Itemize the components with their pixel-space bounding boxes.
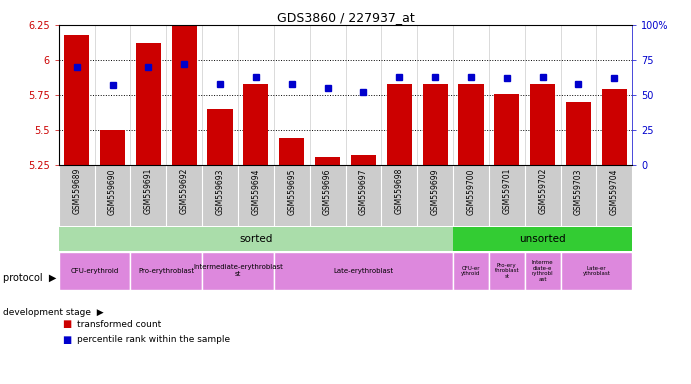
Bar — [566, 102, 591, 165]
Text: transformed count: transformed count — [77, 320, 162, 329]
Text: Late-erythroblast: Late-erythroblast — [333, 268, 393, 274]
Bar — [100, 130, 125, 165]
Bar — [453, 252, 489, 290]
Text: Interme
diate-e
rythrobl
ast: Interme diate-e rythrobl ast — [532, 260, 553, 282]
Bar — [530, 84, 555, 165]
Text: GSM559689: GSM559689 — [72, 168, 81, 214]
Bar — [524, 252, 560, 290]
Text: GSM559704: GSM559704 — [610, 168, 619, 215]
Text: GSM559702: GSM559702 — [538, 168, 547, 214]
Text: ■: ■ — [62, 335, 71, 345]
Text: Intermediate-erythroblast
st: Intermediate-erythroblast st — [193, 265, 283, 278]
Bar — [64, 35, 89, 165]
Text: GSM559694: GSM559694 — [252, 168, 261, 215]
Bar — [136, 43, 161, 165]
Bar — [59, 252, 131, 290]
Text: GSM559699: GSM559699 — [430, 168, 439, 215]
Bar — [351, 155, 376, 165]
Bar — [489, 252, 524, 290]
Bar — [315, 157, 340, 165]
Text: GSM559703: GSM559703 — [574, 168, 583, 215]
Text: ■: ■ — [62, 319, 71, 329]
Text: Pro-erythroblast: Pro-erythroblast — [138, 268, 194, 274]
Text: GSM559695: GSM559695 — [287, 168, 296, 215]
Text: GSM559701: GSM559701 — [502, 168, 511, 214]
Bar — [423, 84, 448, 165]
Bar — [202, 252, 274, 290]
Text: CFU-er
ythroid: CFU-er ythroid — [462, 266, 481, 276]
Text: CFU-erythroid: CFU-erythroid — [70, 268, 119, 274]
Bar — [602, 89, 627, 165]
Bar — [207, 109, 233, 165]
Text: GSM559693: GSM559693 — [216, 168, 225, 215]
Bar — [274, 252, 453, 290]
Text: percentile rank within the sample: percentile rank within the sample — [77, 335, 231, 344]
Text: GSM559697: GSM559697 — [359, 168, 368, 215]
Text: GSM559692: GSM559692 — [180, 168, 189, 214]
Text: Late-er
ythroblast: Late-er ythroblast — [583, 266, 610, 276]
Bar — [560, 252, 632, 290]
Bar — [171, 22, 197, 165]
Text: GSM559698: GSM559698 — [395, 168, 404, 214]
Text: GSM559690: GSM559690 — [108, 168, 117, 215]
Bar — [387, 84, 412, 165]
Text: protocol  ▶: protocol ▶ — [3, 273, 57, 283]
Text: development stage  ▶: development stage ▶ — [3, 308, 104, 318]
Bar — [458, 84, 484, 165]
Bar — [453, 227, 632, 251]
Text: unsorted: unsorted — [520, 234, 566, 244]
Text: sorted: sorted — [239, 234, 272, 244]
Bar — [243, 84, 268, 165]
Bar — [279, 138, 304, 165]
Text: GSM559700: GSM559700 — [466, 168, 475, 215]
Bar — [131, 252, 202, 290]
Title: GDS3860 / 227937_at: GDS3860 / 227937_at — [276, 11, 415, 24]
Bar — [59, 227, 453, 251]
Text: GSM559691: GSM559691 — [144, 168, 153, 214]
Bar — [494, 94, 520, 165]
Text: GSM559696: GSM559696 — [323, 168, 332, 215]
Text: Pro-ery
throblast
st: Pro-ery throblast st — [495, 263, 519, 279]
